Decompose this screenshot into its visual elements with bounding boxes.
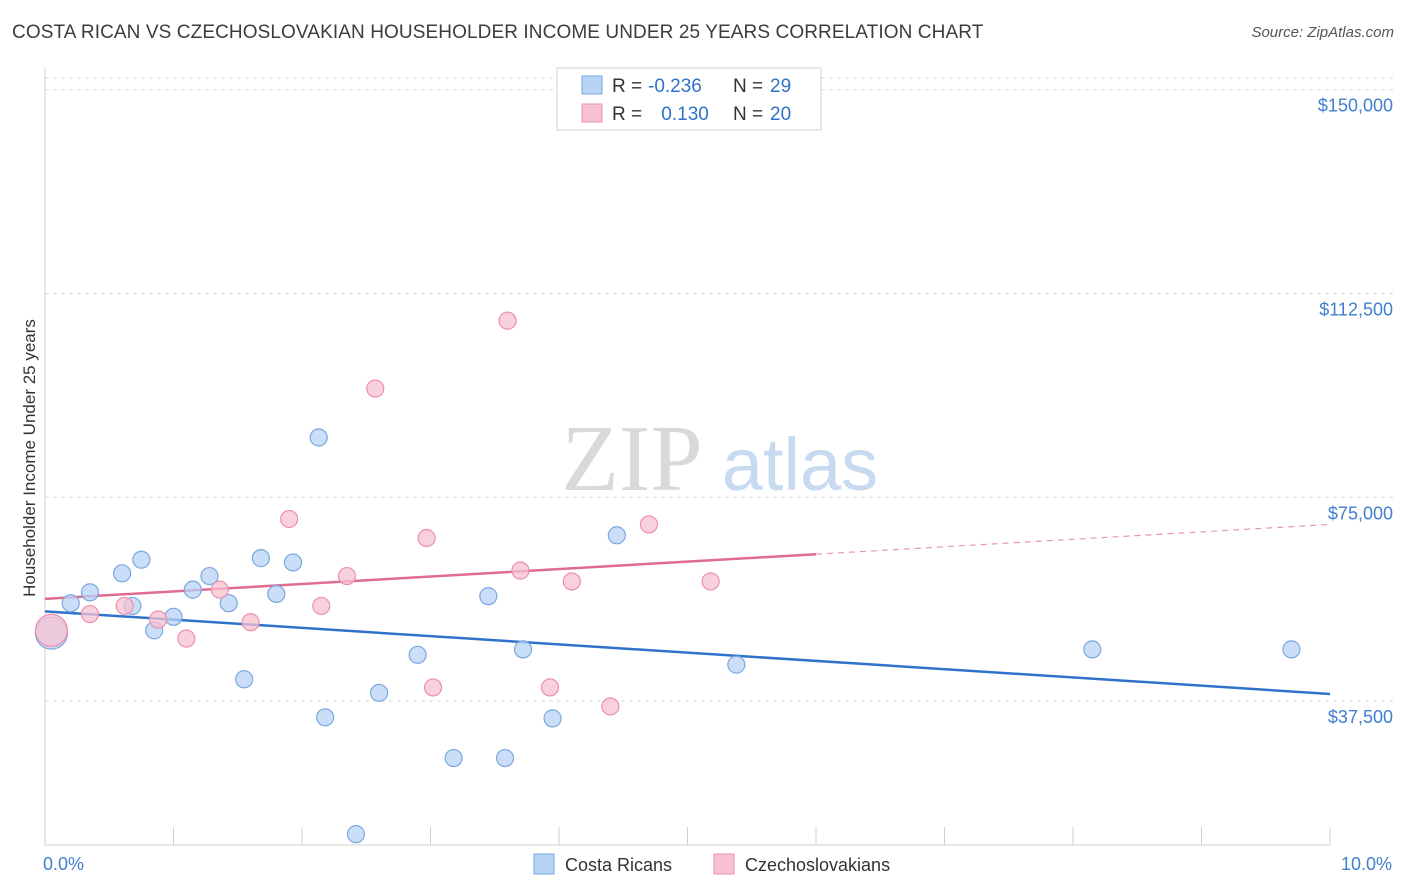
data-point-costa-rican bbox=[309, 428, 328, 447]
data-point-costa-rican bbox=[283, 553, 303, 572]
chart-title: COSTA RICAN VS CZECHOSLOVAKIAN HOUSEHOLD… bbox=[12, 22, 984, 43]
data-point-costa-rican bbox=[112, 564, 132, 583]
data-point-czechoslovakian bbox=[337, 566, 357, 586]
legend-swatch-blue bbox=[581, 75, 603, 95]
legend-n-value: 20 bbox=[770, 104, 791, 125]
watermark-atlas: atlas bbox=[722, 423, 878, 506]
data-point-costa-rican bbox=[444, 748, 463, 768]
data-point-costa-rican bbox=[1083, 640, 1102, 659]
axes bbox=[44, 68, 1331, 846]
data-point-czechoslovakian bbox=[115, 596, 134, 616]
data-point-czechoslovakian bbox=[241, 613, 260, 632]
legend-r-value: 0.130 bbox=[656, 104, 709, 125]
data-point-costa-rican bbox=[607, 526, 626, 545]
data-point-czechoslovakian bbox=[540, 678, 560, 697]
legend-swatch-pink bbox=[581, 103, 603, 123]
data-point-costa-rican bbox=[316, 708, 335, 727]
y-tick-label: $75,000 bbox=[1328, 503, 1393, 523]
bottom-legend-costa-ricans: Costa Ricans bbox=[565, 855, 672, 875]
bottom-legend-swatch-pink bbox=[713, 853, 735, 875]
data-points bbox=[34, 311, 1301, 844]
data-point-costa-rican bbox=[164, 607, 183, 626]
data-point-czechoslovakian bbox=[366, 379, 385, 398]
data-point-costa-rican bbox=[200, 566, 219, 586]
data-point-costa-rican bbox=[80, 583, 100, 602]
data-point-costa-rican bbox=[346, 825, 366, 844]
x-tick-label: 10.0% bbox=[1341, 854, 1392, 874]
bottom-legend: Costa Ricans Czechoslovakians bbox=[533, 853, 890, 875]
grid-lines bbox=[45, 77, 1395, 702]
data-point-czechoslovakian bbox=[639, 515, 659, 534]
legend-r-value: -0.236 bbox=[648, 76, 702, 97]
bottom-legend-swatch-blue bbox=[533, 853, 555, 875]
data-point-czechoslovakian bbox=[280, 509, 299, 529]
watermark-zip: ZIP bbox=[562, 407, 703, 511]
bottom-legend-czechoslovakians: Czechoslovakians bbox=[745, 855, 890, 875]
data-point-czechoslovakian bbox=[498, 311, 517, 330]
data-point-costa-rican bbox=[61, 594, 80, 613]
data-point-costa-rican bbox=[370, 683, 389, 702]
trend-line-dashed bbox=[815, 523, 1331, 555]
x-tick-label: 0.0% bbox=[43, 854, 84, 874]
y-tick-label: $112,500 bbox=[1319, 299, 1393, 319]
tick-labels: $37,500 $75,000 $112,500 $150,000 0.0% 10.0% bbox=[43, 96, 1393, 874]
source-label: Source: ZipAtlas.com bbox=[1251, 24, 1394, 41]
trend-lines bbox=[44, 523, 1331, 696]
data-point-czechoslovakian bbox=[511, 561, 530, 580]
legend-r-label: R = bbox=[612, 104, 642, 125]
legend-n-value: 29 bbox=[770, 76, 791, 97]
data-point-costa-rican bbox=[235, 670, 254, 689]
data-point-czechoslovakian bbox=[423, 678, 443, 697]
legend-n-label: N = bbox=[733, 104, 763, 125]
y-tick-label: $37,500 bbox=[1328, 707, 1393, 727]
data-point-czechoslovakian bbox=[148, 610, 168, 629]
data-point-czechoslovakian bbox=[177, 629, 196, 648]
data-point-czechoslovakian bbox=[312, 596, 331, 616]
data-point-costa-rican bbox=[727, 655, 746, 674]
legend-r-label: R = bbox=[612, 76, 642, 97]
legend: R = -0.236 N = 29 R = 0.130 N = 20 bbox=[556, 67, 822, 131]
data-point-costa-rican bbox=[267, 584, 286, 604]
data-point-costa-rican bbox=[479, 587, 498, 606]
data-point-costa-rican bbox=[543, 709, 562, 728]
data-point-costa-rican bbox=[183, 580, 202, 599]
y-tick-label: $150,000 bbox=[1318, 96, 1393, 116]
data-point-czechoslovakian bbox=[417, 528, 436, 548]
legend-n-label: N = bbox=[733, 76, 763, 97]
data-point-czechoslovakian bbox=[701, 572, 720, 591]
trend-line-solid bbox=[44, 552, 817, 601]
data-point-costa-rican bbox=[251, 549, 270, 568]
data-point-costa-rican bbox=[1282, 640, 1301, 659]
data-point-costa-rican bbox=[408, 645, 427, 664]
data-point-costa-rican bbox=[219, 594, 238, 613]
data-point-costa-rican bbox=[132, 550, 151, 569]
data-point-czechoslovakian bbox=[80, 604, 100, 624]
data-point-czechoslovakian bbox=[210, 580, 229, 599]
data-point-czechoslovakian bbox=[601, 697, 620, 716]
data-point-czechoslovakian bbox=[562, 572, 581, 591]
data-point-czechoslovakian bbox=[34, 613, 69, 647]
data-point-costa-rican bbox=[513, 640, 533, 659]
watermark: ZIP atlas bbox=[562, 407, 879, 511]
data-point-costa-rican bbox=[495, 748, 515, 768]
